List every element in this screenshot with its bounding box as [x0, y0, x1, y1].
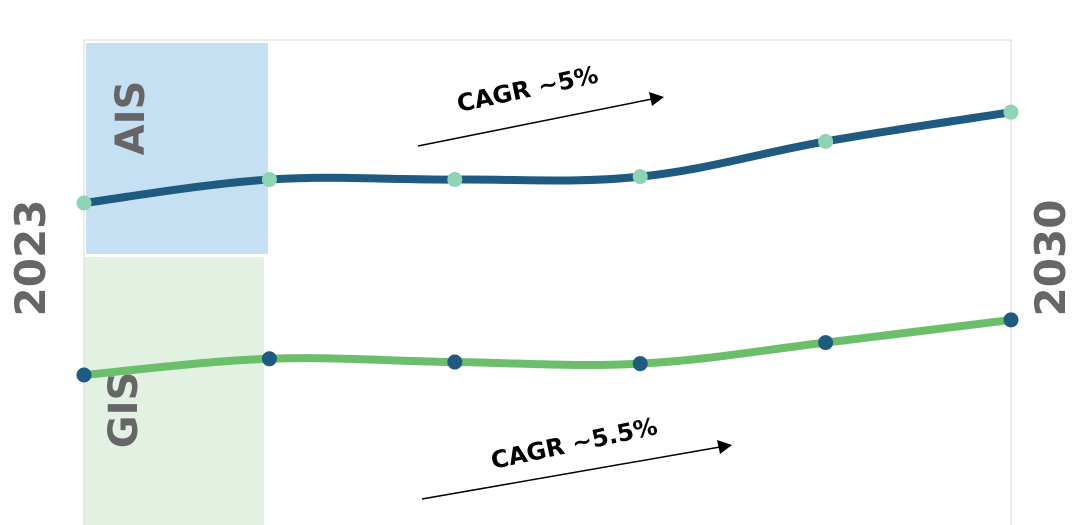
end-year-label: 2030 [1026, 200, 1073, 317]
gis-cagr-label: CAGR ~5.5% [488, 412, 660, 475]
ais-highlight-band [86, 43, 268, 254]
ais-cagr-arrow [417, 98, 653, 147]
series-gis [76, 312, 1019, 383]
ais-data-point-2026 [632, 169, 648, 185]
ais-cagr-label: CAGR ~5% [454, 61, 600, 118]
ais-data-point-2025 [447, 172, 463, 188]
gis-band-label: GIS [101, 372, 147, 449]
ais-cagr-arrowhead [649, 92, 664, 106]
gis-cagr-arrow [421, 446, 721, 500]
ais-data-point-2027 [818, 133, 834, 149]
start-year-label: 2023 [6, 200, 55, 317]
ais-data-point-2023 [76, 195, 92, 211]
gis-data-point-2023 [76, 367, 92, 383]
ais-cagr-annotation: CAGR ~5% [417, 61, 664, 147]
ais-series-line [80, 108, 1015, 207]
gis-data-point-2025 [447, 354, 463, 370]
gis-data-point-2027 [818, 335, 834, 351]
series-ais [76, 104, 1019, 211]
gis-series-line [80, 315, 1015, 379]
ais-band-label: AIS [108, 81, 154, 156]
ais-data-point-2024 [261, 172, 277, 188]
gis-cagr-annotation: CAGR ~5.5% [421, 412, 732, 500]
gis-data-point-2026 [632, 356, 648, 372]
gis-highlight-band [84, 257, 264, 525]
ais-data-point-2030 [1003, 104, 1019, 120]
gis-data-point-2024 [261, 351, 277, 367]
gis-cagr-arrowhead [717, 440, 732, 454]
gis-data-point-2030 [1003, 312, 1019, 328]
